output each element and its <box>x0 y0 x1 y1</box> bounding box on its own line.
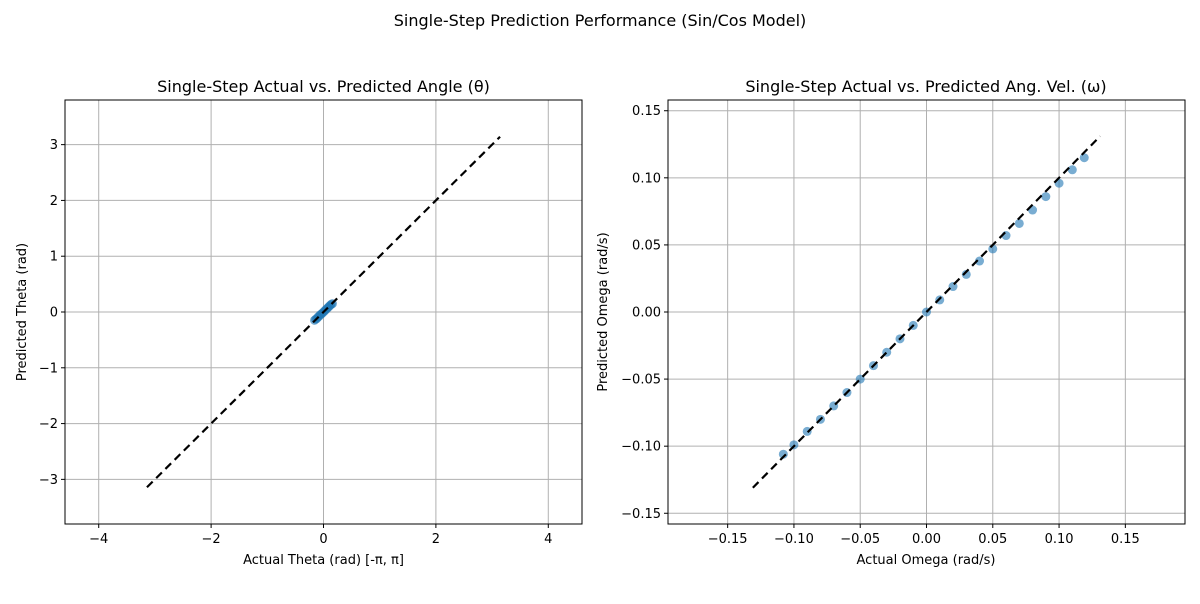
omega-data-point <box>1041 192 1051 202</box>
theta-x-ticks: −4 −2 0 2 4 <box>89 524 552 547</box>
theta-y-tick-label: −3 <box>39 473 58 488</box>
theta-y-tick-label: 3 <box>50 138 58 153</box>
theta-chart-title: Single-Step Actual vs. Predicted Angle (… <box>157 77 490 96</box>
figure-suptitle: Single-Step Prediction Performance (Sin/… <box>394 11 807 30</box>
omega-x-axis-label: Actual Omega (rad/s) <box>857 553 996 568</box>
omega-y-tick-label: 0.05 <box>632 238 661 253</box>
theta-x-axis-label: Actual Theta (rad) [-π, π] <box>243 553 404 568</box>
omega-reference-line <box>752 135 1101 489</box>
theta-x-tick-label: 0 <box>319 532 327 547</box>
omega-x-tick-label: −0.05 <box>840 532 880 547</box>
theta-x-tick-label: −2 <box>202 532 221 547</box>
theta-x-tick-label: 2 <box>432 532 440 547</box>
omega-y-tick-label: 0.10 <box>632 171 661 186</box>
omega-y-axis-label: Predicted Omega (rad/s) <box>596 232 611 391</box>
omega-data-point <box>1014 218 1024 228</box>
omega-chart-title: Single-Step Actual vs. Predicted Ang. Ve… <box>745 77 1106 96</box>
omega-x-tick-label: 0.15 <box>1111 532 1140 547</box>
omega-data-point <box>1079 153 1089 163</box>
theta-x-tick-label: 4 <box>544 532 552 547</box>
theta-reference-line <box>146 135 501 489</box>
theta-ideal-fit-line <box>146 135 501 489</box>
theta-y-ticks: −3 −2 −1 0 1 2 3 <box>39 138 65 488</box>
theta-y-tick-label: 1 <box>50 250 58 265</box>
omega-y-tick-label: 0.00 <box>632 306 661 321</box>
theta-chart: Single-Step Actual vs. Predicted Angle (… <box>15 77 583 568</box>
theta-y-tick-label: −2 <box>39 417 58 432</box>
theta-y-tick-label: 2 <box>50 194 58 209</box>
omega-x-tick-label: 0.00 <box>912 532 941 547</box>
omega-x-tick-label: −0.10 <box>774 532 814 547</box>
omega-x-tick-label: 0.05 <box>978 532 1007 547</box>
omega-y-tick-label: −0.05 <box>621 373 661 388</box>
omega-y-tick-label: −0.10 <box>621 440 661 455</box>
theta-y-axis-label: Predicted Theta (rad) <box>15 243 30 381</box>
omega-y-tick-label: 0.15 <box>632 104 661 119</box>
omega-data-point <box>961 269 971 279</box>
omega-ideal-fit-line <box>752 135 1101 489</box>
omega-data-point <box>778 449 788 459</box>
omega-data-point <box>1067 165 1077 175</box>
theta-y-tick-label: −1 <box>39 361 58 376</box>
omega-y-tick-label: −0.15 <box>621 507 661 522</box>
omega-y-ticks: −0.15 −0.10 −0.05 0.00 0.05 0.10 0.15 <box>621 104 668 522</box>
theta-y-tick-label: 0 <box>50 306 58 321</box>
theta-x-tick-label: −4 <box>89 532 108 547</box>
omega-x-tick-label: 0.10 <box>1045 532 1074 547</box>
omega-x-ticks: −0.15 −0.10 −0.05 0.00 0.05 0.10 0.15 <box>708 524 1140 547</box>
omega-chart: Single-Step Actual vs. Predicted Ang. Ve… <box>596 77 1186 568</box>
omega-x-tick-label: −0.15 <box>708 532 748 547</box>
omega-data-point <box>975 256 985 266</box>
